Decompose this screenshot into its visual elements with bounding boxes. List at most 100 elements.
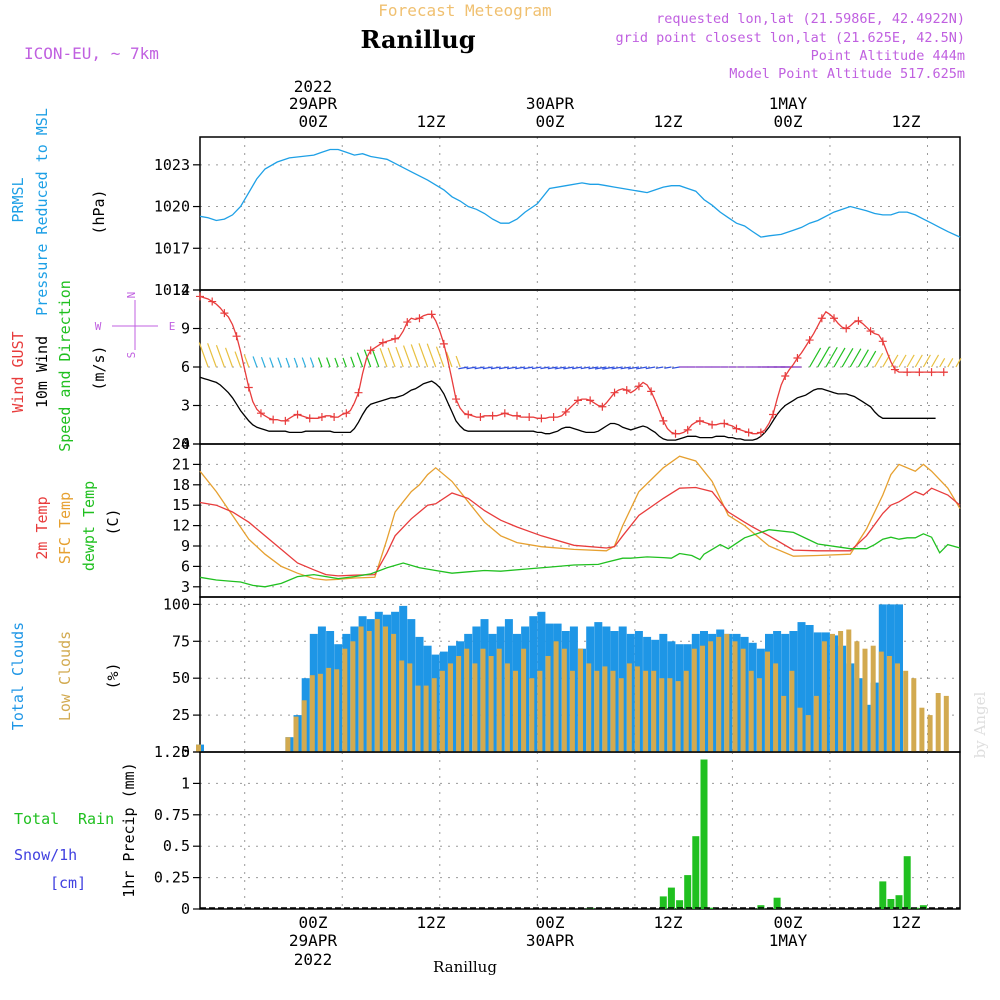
low-clouds-bar (488, 656, 494, 752)
gust-marker (439, 339, 448, 348)
low-clouds-bar (667, 678, 673, 752)
total-clouds-bar (813, 632, 822, 752)
wind-direction-arrow (234, 351, 242, 368)
rain-bar (692, 836, 700, 909)
wind-direction-arrow (866, 350, 877, 368)
gust-marker (500, 409, 509, 418)
gust-marker (927, 368, 936, 377)
precip-total-label: Total (14, 810, 59, 828)
precip-frame (199, 751, 961, 910)
model-label: ICON-EU, ~ 7km (24, 44, 159, 63)
wind-direction-arrow (224, 347, 234, 368)
gust-marker (659, 416, 668, 425)
wind-compass: W E N S (95, 292, 176, 359)
low-clouds-bar (878, 651, 884, 752)
wind-direction-arrow (635, 366, 648, 370)
low-clouds-bar (862, 648, 868, 752)
low-clouds-bar (716, 636, 722, 752)
wind-direction-arrow (594, 366, 607, 370)
low-clouds-bar (748, 670, 754, 752)
wind-direction-arrow (498, 366, 509, 370)
gust-marker (830, 314, 839, 323)
gust-marker (793, 354, 802, 363)
low-clouds-bar (293, 716, 299, 752)
gust-marker (330, 413, 339, 422)
gust-marker (647, 387, 656, 396)
low-clouds-bar (472, 663, 478, 752)
bottom-year: 2022 (294, 950, 333, 969)
wind-direction-arrow (645, 366, 656, 370)
low-clouds-bar (569, 670, 575, 752)
gust-marker (695, 416, 704, 425)
wind-direction-arrow (445, 351, 453, 368)
wind-direction-arrow (260, 357, 266, 368)
wind-direction-arrow (664, 366, 672, 369)
watermark: by Angel (971, 691, 989, 758)
gust-marker (354, 388, 363, 397)
low-clouds-bar (537, 670, 543, 752)
precip-tick-label: 0.75 (154, 806, 190, 824)
wind-direction-arrow (356, 352, 364, 368)
bottom-date-1may: 1MAY (769, 931, 808, 950)
temp2m-line (199, 486, 961, 577)
low-clouds-bar (504, 663, 510, 752)
gust-marker (244, 383, 253, 392)
bottom-time-axis: 00Z 29APR 2022 12Z 00Z 30APR 12Z 00Z 1MA… (289, 913, 921, 969)
low-clouds-bar (675, 681, 681, 752)
compass-n: N (125, 292, 138, 299)
pressure-tick-label: 1017 (154, 239, 190, 257)
low-clouds-bar (830, 633, 835, 752)
wind-direction-arrow (540, 366, 550, 370)
wind-direction-arrow (833, 347, 846, 368)
low-clouds-bar (586, 663, 592, 752)
wind-direction-arrow (588, 366, 599, 370)
gust-marker (488, 411, 497, 420)
bottom-date-30apr: 30APR (526, 931, 575, 950)
wind-direction-arrow (922, 354, 931, 368)
low-clouds-bar (870, 645, 876, 752)
gust-marker (391, 334, 400, 343)
wind-direction-arrow (906, 354, 915, 368)
wind-direction-arrow (435, 346, 445, 368)
wind-tick-label: 6 (181, 358, 190, 376)
wind-direction-arrow (825, 346, 838, 368)
gust-marker (890, 365, 899, 374)
low-clouds-bar (919, 707, 925, 752)
temp2m-label: 2m Temp (33, 496, 51, 559)
low-clouds-bar (773, 663, 779, 752)
rain-bar (684, 875, 692, 909)
rain-bar (676, 900, 684, 909)
low-clouds-bar (439, 670, 445, 752)
low-clouds-bar (407, 663, 413, 752)
gust-marker (317, 413, 326, 422)
low-clouds-bar (691, 648, 697, 752)
low-clouds-bar (935, 693, 941, 752)
wind-direction-arrow (198, 342, 209, 368)
low-clouds-bar (301, 700, 307, 752)
gust-marker (598, 402, 607, 411)
low-clouds-bar (756, 678, 762, 752)
gust-marker (415, 314, 424, 323)
wind-direction-arrow (426, 343, 437, 368)
bottom-hour-12z-c: 12Z (892, 913, 921, 932)
wind-direction-arrow (849, 348, 862, 368)
pressure-tick-label: 1020 (154, 198, 190, 216)
clouds-panel: 0 25 50 75 100 (163, 595, 961, 761)
clouds-tick-label: 25 (172, 706, 190, 724)
gust-marker (476, 413, 485, 422)
wind-direction-arrow (947, 358, 954, 368)
gust-marker (378, 338, 387, 347)
gust-marker (939, 368, 948, 377)
wind-direction-arrow (490, 366, 501, 370)
wind-direction-arrow (627, 366, 640, 370)
low-clouds-bar (740, 648, 746, 752)
gust-marker (220, 309, 229, 318)
gust-marker (634, 382, 643, 391)
low-clouds-bar (317, 673, 323, 752)
gust-marker (720, 419, 729, 428)
temp-side-labels: 2m Temp SFC Temp dewpt Temp (C) (33, 481, 122, 571)
low-clouds-bar (480, 648, 486, 752)
low-clouds-label: Low Clouds (56, 631, 74, 721)
precip-axis-label: 1hr Precip (mm) (120, 762, 138, 897)
wind10m-line (199, 376, 936, 441)
